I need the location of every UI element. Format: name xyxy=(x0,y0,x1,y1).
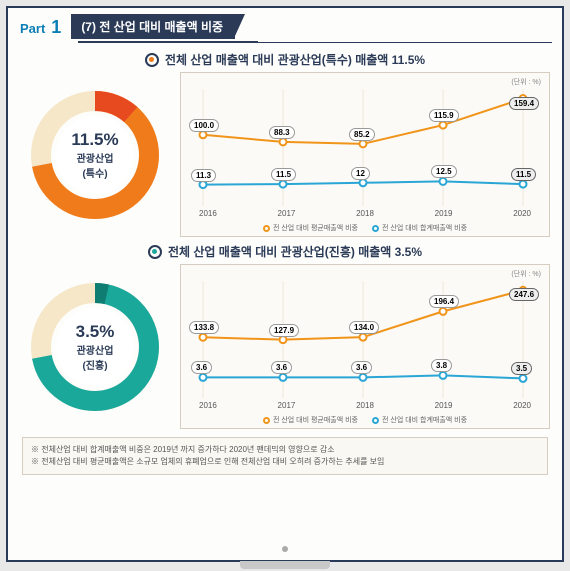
x-tick-label: 2018 xyxy=(356,401,374,410)
section-title-text: 전체 산업 매출액 대비 관광산업(진흥) 매출액 3.5% xyxy=(168,243,422,260)
legend-label: 전 산업 대비 평균매출액 비중 xyxy=(273,415,358,425)
line-chart-1: (단위 : %) 100.088.385.2115.9159.411.311.5… xyxy=(180,72,550,237)
donut-sublabel: (진흥) xyxy=(82,357,107,372)
value-bubble: 196.4 xyxy=(429,295,459,308)
value-bubble: 115.9 xyxy=(429,109,459,122)
legend-item: 전 산업 대비 합계매출액 비중 xyxy=(372,223,467,233)
part-label: Part xyxy=(20,21,45,39)
legend-item: 전 산업 대비 평균매출액 비중 xyxy=(263,223,358,233)
donut-center: 3.5% 관광산업 (진흥) xyxy=(56,308,134,386)
chart-legend: 전 산업 대비 평균매출액 비중 전 산업 대비 합계매출액 비중 xyxy=(181,223,549,233)
monitor-dot-icon xyxy=(282,546,288,552)
value-bubble: 159.4 xyxy=(509,97,539,110)
part-number: 1 xyxy=(51,17,61,39)
donut-sublabel: (특수) xyxy=(82,165,107,180)
x-tick-label: 2017 xyxy=(278,401,296,410)
footnote-line: ※ 전체산업 대비 합계매출액 비중은 2019년 까지 증가하다 2020년 … xyxy=(31,444,539,456)
legend-label: 전 산업 대비 합계매출액 비중 xyxy=(382,223,467,233)
legend-item: 전 산업 대비 합계매출액 비중 xyxy=(372,415,467,425)
value-bubble: 247.6 xyxy=(509,288,539,301)
donut-label: 관광산업 xyxy=(77,342,114,357)
value-bubble: 100.0 xyxy=(189,119,219,132)
footnotes-box: ※ 전체산업 대비 합계매출액 비중은 2019년 까지 증가하다 2020년 … xyxy=(22,437,548,475)
section-title-2: 전체 산업 매출액 대비 관광산업(진흥) 매출액 3.5% xyxy=(8,243,562,260)
value-bubble: 3.6 xyxy=(351,361,372,374)
monitor-stand-icon xyxy=(240,561,330,569)
title-banner: (7) 전 산업 대비 매출액 비중 xyxy=(71,14,235,39)
section-title-1: 전체 산업 매출액 대비 관광산업(특수) 매출액 11.5% xyxy=(8,51,562,68)
bullet-icon xyxy=(145,53,159,67)
bullet-icon xyxy=(148,245,162,259)
value-bubble: 3.5 xyxy=(511,362,532,375)
x-tick-label: 2020 xyxy=(513,209,531,218)
value-bubble: 134.0 xyxy=(349,321,379,334)
section-title-text: 전체 산업 매출액 대비 관광산업(특수) 매출액 11.5% xyxy=(165,51,425,68)
donut-value: 3.5% xyxy=(76,322,115,342)
value-bubble: 88.3 xyxy=(269,126,295,139)
x-tick-label: 2017 xyxy=(278,209,296,218)
x-tick-label: 2016 xyxy=(199,401,217,410)
x-tick-label: 2019 xyxy=(435,209,453,218)
value-bubble: 3.6 xyxy=(271,361,292,374)
donut-label: 관광산업 xyxy=(77,150,114,165)
x-axis-labels: 2016 2017 2018 2019 2020 xyxy=(181,209,549,218)
donut-chart-1: 11.5% 관광산업 (특수) xyxy=(20,72,170,237)
value-bubble: 133.8 xyxy=(189,321,219,334)
value-bubble: 11.5 xyxy=(271,168,296,181)
chart-legend: 전 산업 대비 평균매출액 비중 전 산업 대비 합계매출액 비중 xyxy=(181,415,549,425)
donut-chart-2: 3.5% 관광산업 (진흥) xyxy=(20,264,170,429)
monitor-frame: Part 1 (7) 전 산업 대비 매출액 비중 전체 산업 매출액 대비 관… xyxy=(6,6,564,562)
value-bubble: 127.9 xyxy=(269,324,299,337)
value-bubble: 85.2 xyxy=(349,128,375,141)
value-bubble: 3.8 xyxy=(431,359,452,372)
x-tick-label: 2018 xyxy=(356,209,374,218)
section-row-2: 3.5% 관광산업 (진흥) (단위 : %) 133.8127.9134.01… xyxy=(8,264,562,429)
value-bubble: 11.5 xyxy=(511,168,536,181)
legend-label: 전 산업 대비 평균매출액 비중 xyxy=(273,223,358,233)
footnote-line: ※ 전체산업 대비 평균매출액은 소규모 업체의 휴폐업으로 인해 전체산업 대… xyxy=(31,456,539,468)
donut-value: 11.5% xyxy=(71,130,118,150)
x-axis-labels: 2016 2017 2018 2019 2020 xyxy=(181,401,549,410)
section-row-1: 11.5% 관광산업 (특수) (단위 : %) 100.088.385.211… xyxy=(8,72,562,237)
value-bubble: 3.6 xyxy=(191,361,212,374)
value-bubble: 12 xyxy=(351,167,370,180)
x-tick-label: 2016 xyxy=(199,209,217,218)
x-tick-label: 2020 xyxy=(513,401,531,410)
line-chart-2: (단위 : %) 133.8127.9134.0196.4247.63.63.6… xyxy=(180,264,550,429)
donut-center: 11.5% 관광산업 (특수) xyxy=(56,116,134,194)
legend-item: 전 산업 대비 평균매출액 비중 xyxy=(263,415,358,425)
header-underline xyxy=(78,41,552,43)
x-tick-label: 2019 xyxy=(435,401,453,410)
legend-label: 전 산업 대비 합계매출액 비중 xyxy=(382,415,467,425)
value-bubble: 12.5 xyxy=(431,165,457,178)
page-header: Part 1 (7) 전 산업 대비 매출액 비중 xyxy=(8,8,562,39)
value-bubble: 11.3 xyxy=(191,169,216,182)
